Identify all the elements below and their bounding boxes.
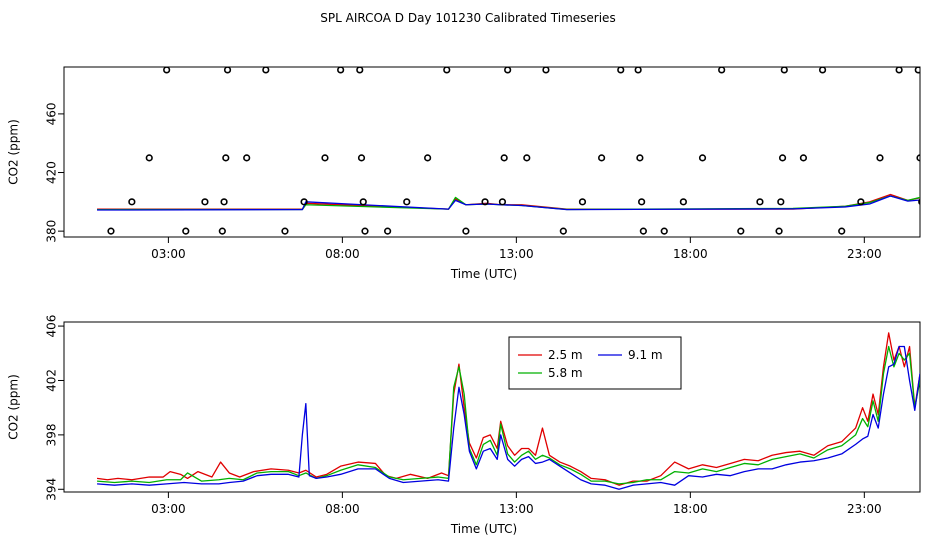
plot-area [97, 67, 920, 235]
data-point [838, 227, 846, 235]
series-line-9-1-m [97, 195, 920, 211]
x-tick-label: 23:00 [847, 247, 882, 261]
data-point [775, 227, 783, 235]
x-tick-label: 13:00 [499, 247, 534, 261]
y-tick-label: 406 [45, 315, 59, 338]
data-point [679, 198, 687, 206]
y-tick-label: 398 [45, 423, 59, 446]
legend-box [508, 336, 682, 390]
data-point [337, 67, 345, 74]
data-point [462, 227, 470, 235]
data-point [361, 227, 369, 235]
series-line-9-1-m [97, 345, 920, 490]
data-point [639, 227, 647, 235]
data-point [357, 154, 366, 162]
data-point [919, 230, 920, 233]
data-point [559, 227, 567, 235]
chart-title: SPL AIRCOA D Day 101230 Calibrated Times… [320, 11, 615, 25]
data-point [498, 198, 507, 206]
x-tick-label: 03:00 [151, 247, 186, 261]
data-point [916, 154, 920, 162]
data-point [403, 198, 411, 206]
data-point [799, 154, 808, 162]
panel-bottom: 03:00 08:00 13:00 18:00 23:00 394 398 402 406 Tim… [7, 315, 921, 536]
y-tick-label: 380 [45, 220, 59, 243]
y-tick-label: 460 [45, 102, 59, 125]
data-point [128, 198, 136, 206]
x-axis-label: Time (UTC) [450, 522, 517, 536]
legend: 2.5 m 5.8 m 9.1 m [508, 336, 682, 390]
series-line-5-8-m [97, 195, 920, 211]
data-point [777, 198, 785, 206]
data-point [918, 198, 920, 205]
data-point [876, 154, 884, 162]
data-point [321, 154, 329, 162]
x-tick-label: 23:00 [847, 502, 882, 516]
data-point [201, 198, 209, 206]
data-point [500, 154, 508, 162]
x-tick-label: 03:00 [151, 502, 186, 516]
panel-top: 03:00 08:00 13:00 18:00 23:00 380 420 460 Time (… [7, 66, 921, 281]
y-axis-label: CO2 (ppm) [7, 374, 21, 440]
plot-frame [63, 321, 921, 493]
data-point [359, 198, 367, 206]
x-tick-label: 08:00 [325, 502, 360, 516]
data-point [356, 67, 364, 74]
data-point [857, 198, 865, 206]
data-point [780, 67, 788, 74]
data-point [223, 67, 232, 74]
data-point [660, 227, 668, 235]
data-point [145, 154, 153, 162]
x-tick-label: 13:00 [499, 502, 534, 516]
data-point [220, 198, 228, 206]
data-point [218, 227, 226, 235]
legend-label: 9.1 m [628, 348, 663, 362]
data-point [182, 227, 190, 235]
data-point [243, 154, 251, 162]
data-point [107, 227, 115, 235]
x-tick-label: 08:00 [325, 247, 360, 261]
data-point [638, 198, 646, 206]
data-point [756, 198, 764, 206]
data-point [262, 67, 270, 74]
data-point [443, 67, 451, 74]
data-point [698, 154, 707, 162]
y-tick-label: 402 [45, 369, 59, 392]
x-axis-label: Time (UTC) [450, 267, 517, 281]
data-point [281, 227, 289, 235]
data-point [163, 67, 171, 74]
y-tick-label: 394 [45, 478, 59, 501]
data-point [578, 198, 587, 206]
plot-area [96, 332, 920, 490]
data-point [300, 198, 308, 206]
data-point [636, 154, 644, 162]
data-point [542, 67, 550, 74]
data-point [634, 67, 642, 74]
x-tick-label: 18:00 [673, 247, 708, 261]
x-tick-label: 18:00 [673, 502, 708, 516]
data-point [718, 67, 726, 74]
data-point [598, 154, 606, 162]
legend-label: 2.5 m [548, 348, 583, 362]
data-point [504, 67, 512, 74]
series-line-2-5-m [96, 332, 920, 486]
data-point [778, 154, 787, 162]
data-point [818, 67, 827, 74]
data-point [384, 227, 392, 235]
data-point [424, 154, 432, 162]
series-line-5-8-m [97, 345, 920, 485]
data-point [895, 67, 903, 74]
data-point [914, 67, 920, 74]
y-axis-label: CO2 (ppm) [7, 119, 21, 185]
plot-frame [63, 66, 921, 238]
data-point [523, 154, 531, 162]
y-tick-label: 420 [45, 161, 59, 184]
legend-label: 5.8 m [548, 366, 583, 380]
data-point [222, 154, 230, 162]
data-point [481, 198, 489, 206]
data-point [737, 227, 745, 235]
data-point [617, 67, 625, 74]
